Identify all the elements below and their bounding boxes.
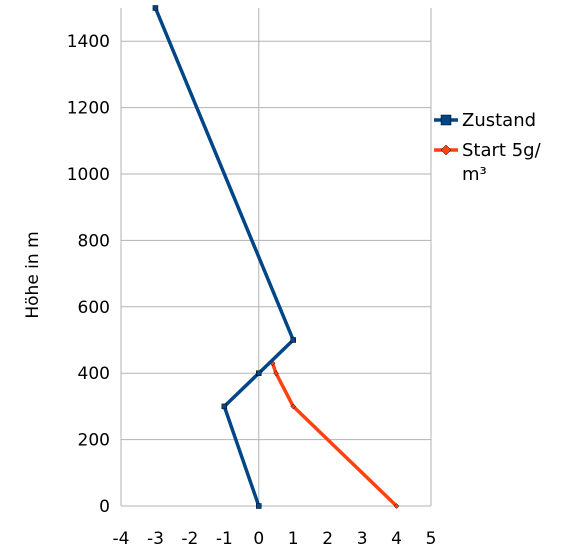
- x-tick-label: 3: [357, 529, 368, 549]
- series-start-5g-m: [269, 360, 400, 509]
- x-tick-label: 4: [391, 529, 402, 549]
- series-line: [153, 7, 295, 507]
- x-tick-label: -3: [147, 529, 164, 549]
- data-point: [256, 370, 262, 376]
- x-tick-label: 0: [253, 529, 264, 549]
- data-point: [290, 337, 296, 343]
- y-tick-label: 1200: [67, 99, 110, 119]
- x-tick-label: 5: [426, 529, 437, 549]
- y-tick-label: 1400: [67, 32, 110, 52]
- series-layer: [152, 5, 400, 509]
- data-point: [290, 403, 297, 410]
- y-axis-label: Höhe in m: [23, 231, 43, 318]
- series-zustand: [152, 5, 296, 509]
- y-tick-label: 800: [78, 231, 110, 251]
- legend-entry: Start 5g/m³: [434, 140, 542, 185]
- data-point: [152, 5, 159, 11]
- x-tick-label: -2: [181, 529, 198, 549]
- legend-entry: Zustand: [434, 110, 536, 131]
- x-tick-label: 2: [322, 529, 333, 549]
- y-tick-label: 600: [78, 298, 110, 318]
- grid: [120, 8, 432, 507]
- data-point: [221, 403, 228, 410]
- y-tick-label: 200: [78, 431, 110, 451]
- data-point: [393, 503, 400, 509]
- series-line: [270, 362, 398, 508]
- y-tick-label: 1000: [67, 165, 110, 185]
- data-point: [273, 370, 279, 377]
- legend-label: Start 5g/m³: [462, 140, 542, 185]
- legend-label: Zustand: [462, 110, 536, 131]
- y-tick-label: 0: [99, 497, 110, 517]
- x-tick-label: -1: [216, 529, 233, 549]
- x-tick-label: 1: [288, 529, 299, 549]
- x-tick-label: -4: [113, 529, 130, 549]
- tick-labels: 0 200 400 600 800 1000 1200 1400 -4 -3 -2 -1 0 1 2 3 4 5: [67, 32, 437, 549]
- y-tick-label: 400: [78, 364, 110, 384]
- data-point: [440, 144, 452, 156]
- data-point: [256, 503, 262, 509]
- data-point: [440, 114, 452, 126]
- legend: Zustand Start 5g/m³: [434, 110, 542, 185]
